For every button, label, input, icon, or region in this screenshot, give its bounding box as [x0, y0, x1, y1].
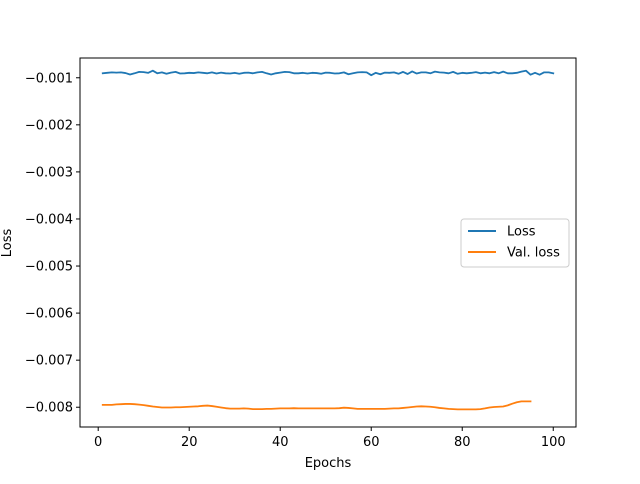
x-tick-label: 40	[272, 435, 289, 450]
y-tick-label: −0.002	[25, 118, 73, 133]
y-tick-label: −0.003	[25, 165, 73, 180]
y-axis: −0.001 −0.002 −0.003 −0.004 −0.005 −0.006 −0.0…	[25, 71, 80, 416]
legend: Loss Val. loss	[460, 218, 570, 268]
plot-frame	[79, 57, 577, 428]
x-tick-label: 100	[541, 435, 566, 450]
y-tick-label: −0.004	[25, 212, 73, 227]
x-tick-label: 60	[363, 435, 380, 450]
legend-label-loss: Loss	[507, 225, 536, 240]
y-tick-label: −0.001	[25, 71, 73, 86]
x-tick-label: 20	[181, 435, 198, 450]
legend-label-val-loss: Val. loss	[507, 246, 560, 261]
y-tick-label: −0.005	[25, 260, 73, 275]
y-tick-label: −0.006	[25, 307, 73, 322]
y-tick-label: −0.007	[25, 354, 73, 369]
y-tick-label: −0.008	[25, 401, 73, 416]
series-line-loss	[101, 69, 555, 77]
x-tick-label: 80	[454, 435, 471, 450]
y-axis-label: Loss	[0, 229, 15, 258]
x-tick-label: 0	[94, 435, 102, 450]
x-axis: 0 20 40 60 80 100	[94, 427, 566, 450]
x-axis-label: Epochs	[305, 456, 352, 471]
series-line-val-loss	[101, 400, 532, 411]
